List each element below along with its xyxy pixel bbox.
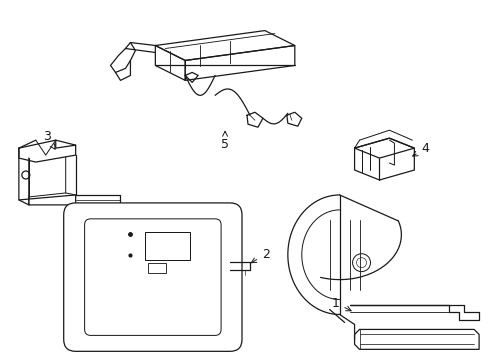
Text: 2: 2 xyxy=(251,248,269,263)
FancyBboxPatch shape xyxy=(63,203,242,351)
Bar xyxy=(148,263,166,273)
Bar xyxy=(145,232,190,260)
FancyBboxPatch shape xyxy=(84,219,221,336)
Text: 1: 1 xyxy=(331,297,350,311)
Text: 5: 5 xyxy=(221,131,228,151)
Text: 3: 3 xyxy=(42,130,55,149)
Text: 4: 4 xyxy=(412,142,428,156)
